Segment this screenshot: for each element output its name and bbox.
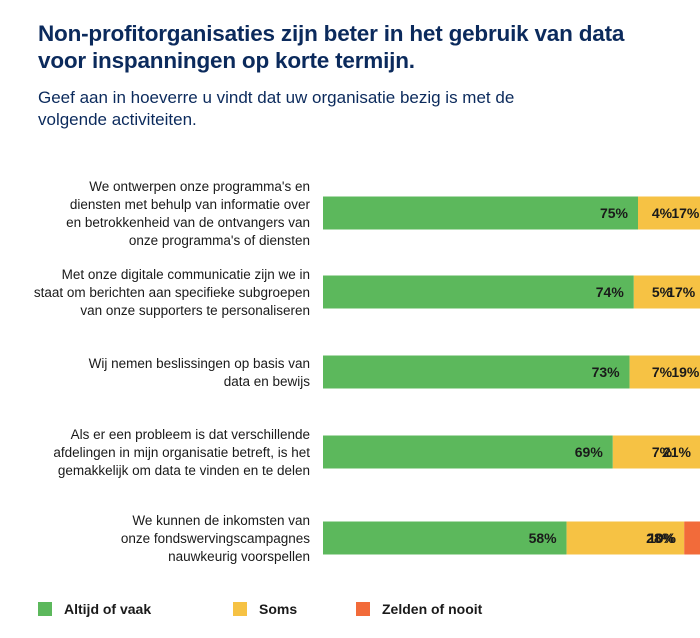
legend-item-soms: Soms [233,601,297,617]
chart-title: Non-profitorganisaties zijn beter in het… [38,21,625,73]
category-label-line: We ontwerpen onze programma's en [89,179,310,194]
bar-segment-altijd-of-vaak [323,435,613,469]
category-label: We kunnen de inkomsten van onze fondswerv… [121,513,310,564]
bar-segment-zelden-of-nooit [684,521,700,555]
bar-segment-altijd-of-vaak [323,196,638,230]
legend: Altijd of vaak Soms Zelden of nooit [0,601,700,621]
data-label: 7% [652,444,673,460]
data-label: 10% [648,530,677,546]
category-label-line: Met onze digitale communicatie zijn we i… [62,267,310,282]
category-label-line: Wij nemen beslissingen op basis van [89,356,310,371]
category-label: Wij nemen beslissingen op basis van data … [89,356,311,389]
bar-segment-altijd-of-vaak [323,355,630,389]
legend-swatch [233,602,247,616]
category-label-line: van onze supporters te personaliseren [80,303,310,318]
category-label-line: afdelingen in mijn organisatie betreft, … [53,445,310,460]
data-label: 19% [671,364,700,380]
bar-segment-soms [633,275,700,309]
data-label: 58% [529,530,558,546]
category-label-line: en betrokkenheid van de ontvangers van [66,215,310,230]
data-label: 21% [663,444,692,460]
category-label-line: staat om berichten aan specifieke subgro… [34,285,310,300]
category-label: We ontwerpen onze programma's en diensten… [66,179,310,248]
legend-label: Altijd of vaak [64,601,152,617]
bar-segment-altijd-of-vaak [323,521,567,555]
legend-item-zelden-of-nooit: Zelden of nooit [356,601,482,617]
data-label: 7% [652,364,673,380]
legend-swatch [356,602,370,616]
data-label: 74% [596,284,625,300]
bar-segment-soms [629,355,700,389]
category-label-line: gemakkelijk om data te vinden en te dele… [58,463,310,478]
data-label: 4% [652,205,673,221]
legend-item-altijd-of-vaak: Altijd of vaak [38,601,151,617]
bar-segment-soms [566,521,685,555]
data-label: 5% [652,284,673,300]
bar-segment-altijd-of-vaak [323,275,634,309]
category-label-line: onze fondswervingscampagnes [121,531,310,546]
legend-swatch [38,602,52,616]
category-label-line: data en bewijs [224,374,311,389]
legend-label: Zelden of nooit [382,601,483,617]
data-label: 69% [575,444,604,460]
category-label: Met onze digitale communicatie zijn we i… [34,267,310,318]
data-label: 75% [600,205,629,221]
data-label: 17% [667,284,696,300]
category-label-line: nauwkeurig voorspellen [168,549,310,564]
category-label-line: We kunnen de inkomsten van [132,513,310,528]
category-label-line: onze programma's of diensten [129,233,310,248]
data-label: 28% [646,530,675,546]
bar-segment-soms [612,435,700,469]
legend-label: Soms [259,601,298,617]
category-label: Als er een probleem is dat verschillende… [53,427,310,478]
category-label-line: diensten met behulp van informatie over [70,197,311,212]
chart-subtitle: Geef aan in hoeverre u vindt dat uw orga… [38,88,515,129]
data-label: 17% [671,205,700,221]
category-label-line: Als er een probleem is dat verschillende [71,427,310,442]
bar-segment-soms [638,196,700,230]
data-label: 73% [592,364,621,380]
